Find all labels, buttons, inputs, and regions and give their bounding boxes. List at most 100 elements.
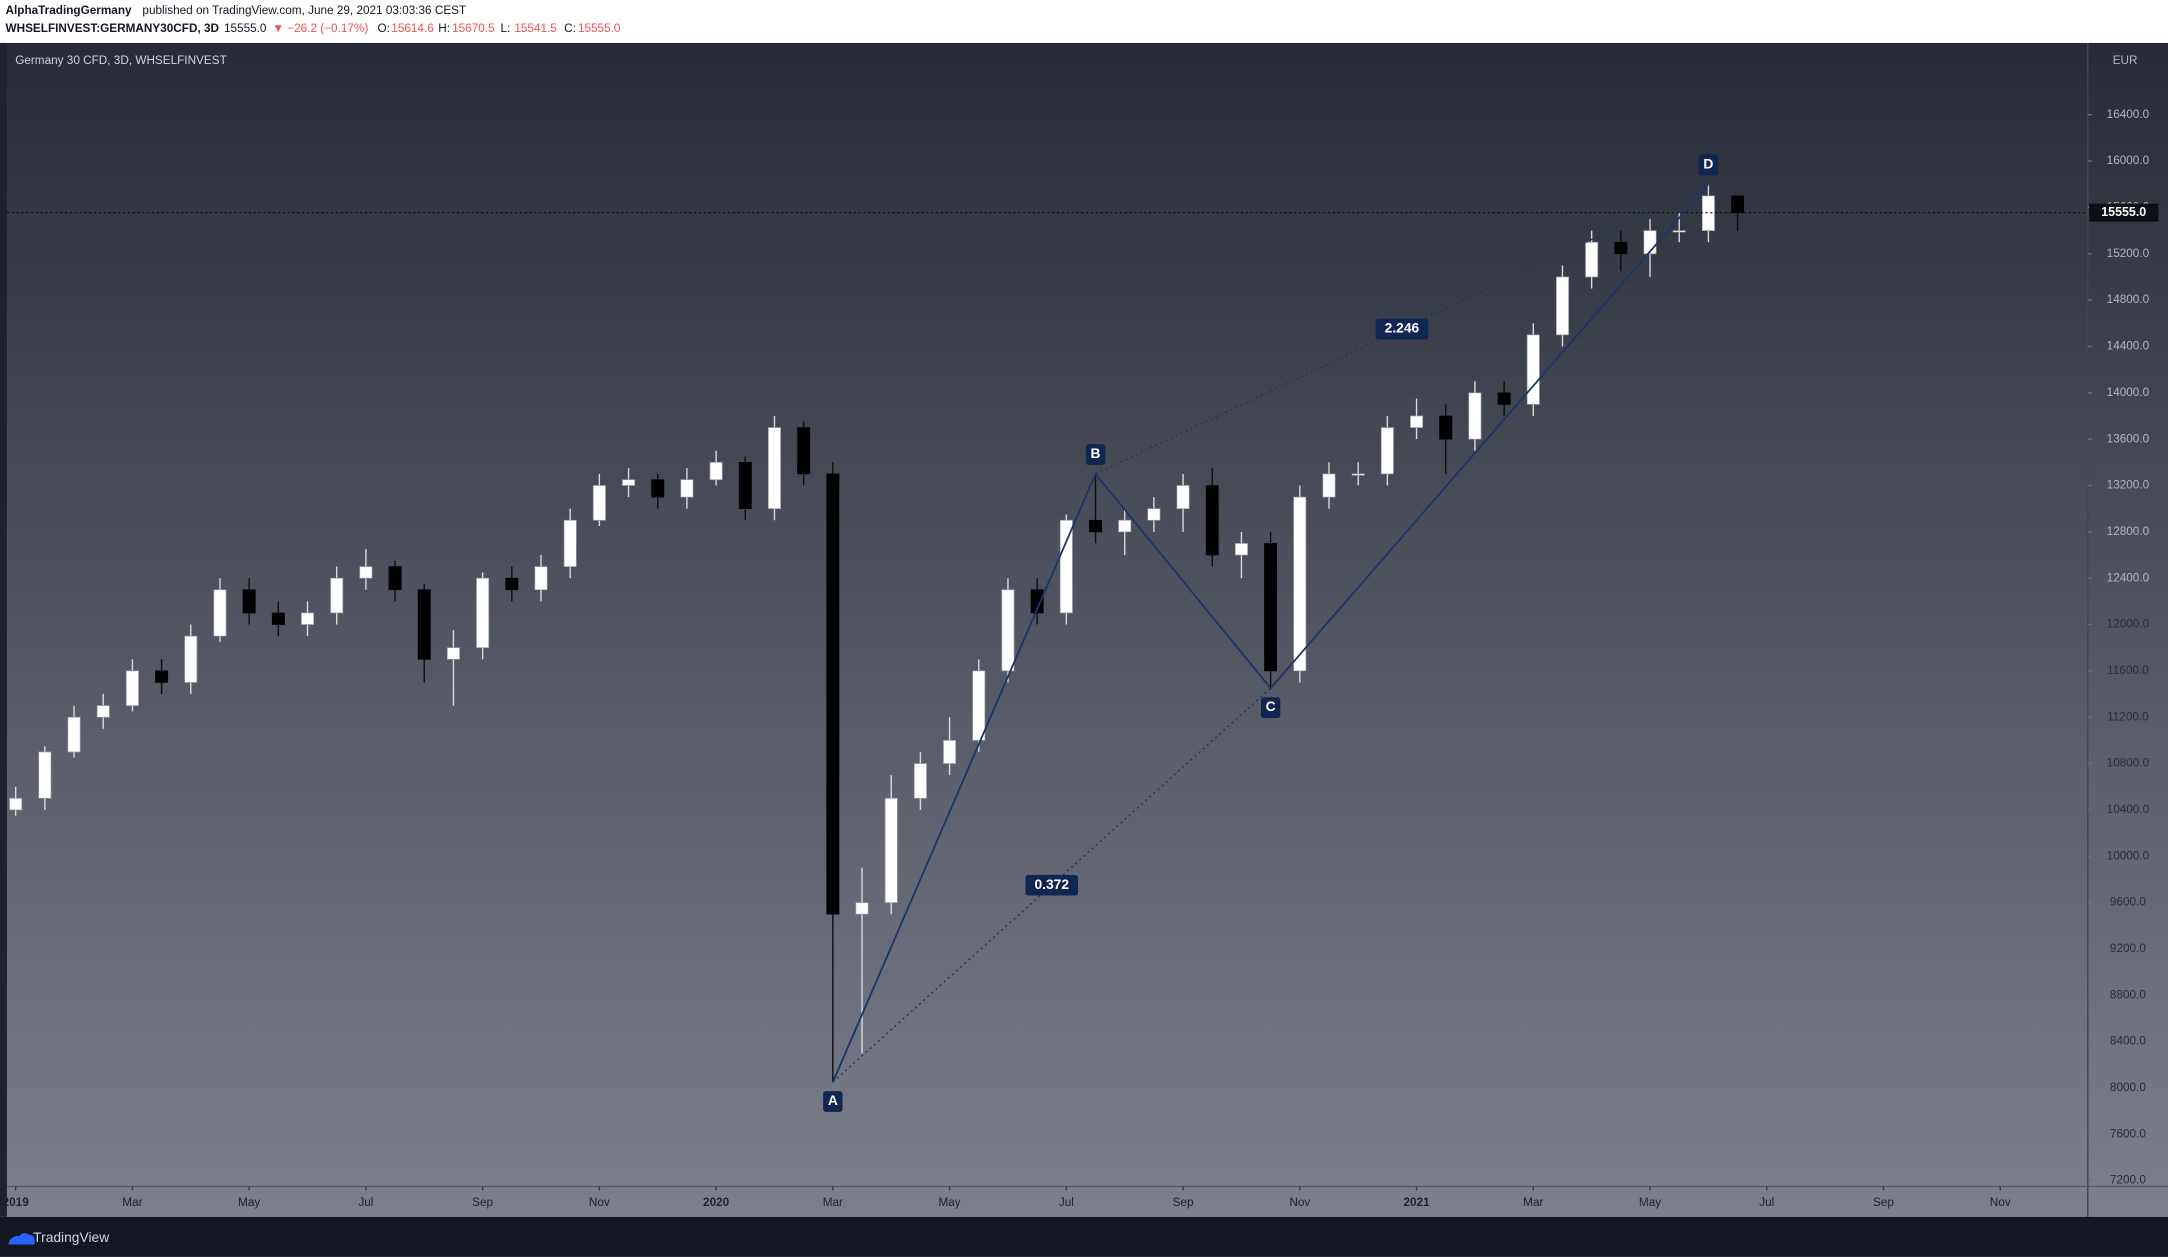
y-tick-label: 14800.0	[2107, 293, 2150, 306]
x-tick-label: Sep	[1873, 1196, 1894, 1209]
ratio-box	[1025, 874, 1079, 896]
candle-body-up	[1147, 508, 1161, 521]
candle-body-up	[476, 577, 490, 649]
candle-body-down	[505, 577, 519, 591]
y-tick-label: 12800.0	[2107, 525, 2150, 538]
y-tick-label: 9600.0	[2110, 896, 2146, 909]
point-box	[1085, 444, 1106, 465]
x-tick-label: Jul	[1759, 1196, 1774, 1209]
candle-body-up	[1322, 473, 1336, 498]
ratio-label: 0.372	[1034, 876, 1069, 892]
y-tick-label: 12000.0	[2107, 618, 2150, 631]
candle-body-up	[972, 670, 986, 741]
low-label: L:	[501, 22, 511, 35]
ratio-label: 2.246	[1385, 320, 1420, 336]
y-tick-label: 8000.0	[2110, 1081, 2146, 1094]
candle-body-down	[1731, 195, 1745, 214]
candle-body-up	[680, 479, 694, 498]
candle-body-up	[9, 797, 23, 811]
candle-body-down	[242, 589, 256, 614]
pattern-line	[832, 183, 1710, 1083]
point-label: A	[828, 1092, 838, 1108]
candle-body-up	[1468, 392, 1482, 440]
chart-title: Germany 30 CFD, 3D, WHSELFINVEST	[15, 54, 227, 67]
last-price: 15555.0	[224, 22, 267, 35]
candle-body-up	[125, 670, 139, 706]
x-tick-label: Jul	[1059, 1196, 1074, 1209]
candle-body-up	[1672, 230, 1686, 233]
y-tick-label: 7200.0	[2110, 1174, 2146, 1187]
candle-body-up	[1585, 241, 1599, 278]
candle-body-down	[1439, 415, 1453, 440]
candle-body-up	[1410, 415, 1424, 428]
open-value: 15614.6	[391, 22, 434, 35]
x-tick-label: 2021	[1403, 1196, 1430, 1209]
y-tick-label: 12400.0	[2107, 571, 2150, 584]
candle-body-down	[1089, 519, 1102, 533]
tradingview-logo	[8, 1233, 35, 1245]
candle-body-up	[330, 577, 344, 614]
high-label: H:	[438, 22, 450, 35]
footer-bar	[0, 1216, 2168, 1257]
candle-body-up	[1556, 276, 1569, 336]
x-tick-label: Nov	[1990, 1196, 2011, 1209]
candle-body-up	[1293, 496, 1307, 672]
candle-body-up	[359, 566, 373, 579]
candle-body-up	[1059, 519, 1073, 614]
y-tick-label: 8800.0	[2110, 988, 2146, 1001]
candle-body-down	[155, 670, 169, 683]
candle-body-up	[1234, 543, 1248, 556]
y-tick-label: 15200.0	[2107, 247, 2150, 260]
candle-body-up	[446, 647, 460, 660]
candle-body-up	[1701, 195, 1715, 231]
candle-body-up	[184, 635, 198, 683]
point-label: B	[1091, 445, 1101, 461]
high-value: 15670.5	[452, 22, 495, 35]
last-price-label: 15555.0	[2101, 205, 2146, 219]
close-value: 15555.0	[578, 22, 621, 35]
x-tick-label: Mar	[1523, 1196, 1543, 1209]
x-tick-label: Sep	[472, 1196, 493, 1209]
y-tick-label: 13200.0	[2107, 479, 2150, 492]
last-price-box	[2089, 203, 2159, 222]
x-tick-label: Mar	[122, 1196, 142, 1209]
y-tick-label: 14000.0	[2107, 386, 2150, 399]
candle-body-up	[1351, 473, 1365, 476]
y-tick-label: 10400.0	[2107, 803, 2150, 816]
candle-body-up	[1526, 334, 1540, 405]
candle-body-down	[271, 612, 285, 625]
candle-body-up	[855, 902, 869, 915]
candle-body-down	[797, 427, 811, 475]
candle-body-down	[1264, 543, 1278, 672]
y-tick-label: 11600.0	[2107, 664, 2149, 677]
y-tick-label: 7600.0	[2110, 1127, 2146, 1140]
open-label: O:	[377, 22, 389, 35]
x-tick-label: May	[238, 1196, 260, 1209]
candle-body-up	[301, 612, 314, 625]
currency: EUR	[2113, 54, 2138, 67]
candle-body-up	[67, 716, 81, 753]
candle-body-up	[1001, 589, 1015, 672]
candle-body-down	[651, 479, 665, 498]
y-tick-label: 14400.0	[2107, 340, 2150, 353]
candle-body-down	[388, 566, 402, 591]
point-label: C	[1266, 698, 1276, 714]
x-tick-label: May	[1639, 1196, 1661, 1209]
ratio-box	[1375, 318, 1429, 340]
x-tick-label: Nov	[1289, 1196, 1310, 1209]
candle-body-down	[1205, 485, 1219, 556]
chart-background	[0, 42, 2168, 1217]
y-tick-label: 8400.0	[2110, 1035, 2146, 1048]
candle-body-down	[1497, 392, 1511, 405]
point-label: D	[1703, 156, 1713, 172]
candle-body-up	[213, 589, 227, 637]
y-tick-label: 16400.0	[2107, 108, 2150, 121]
close-label: C:	[564, 22, 576, 35]
footer-brand: TradingView	[33, 1229, 110, 1245]
candle-body-down	[826, 473, 840, 915]
candle-body-down	[738, 461, 752, 510]
y-tick-label: 9200.0	[2110, 942, 2146, 955]
candles	[9, 184, 1745, 1083]
point-box	[1698, 154, 1719, 176]
